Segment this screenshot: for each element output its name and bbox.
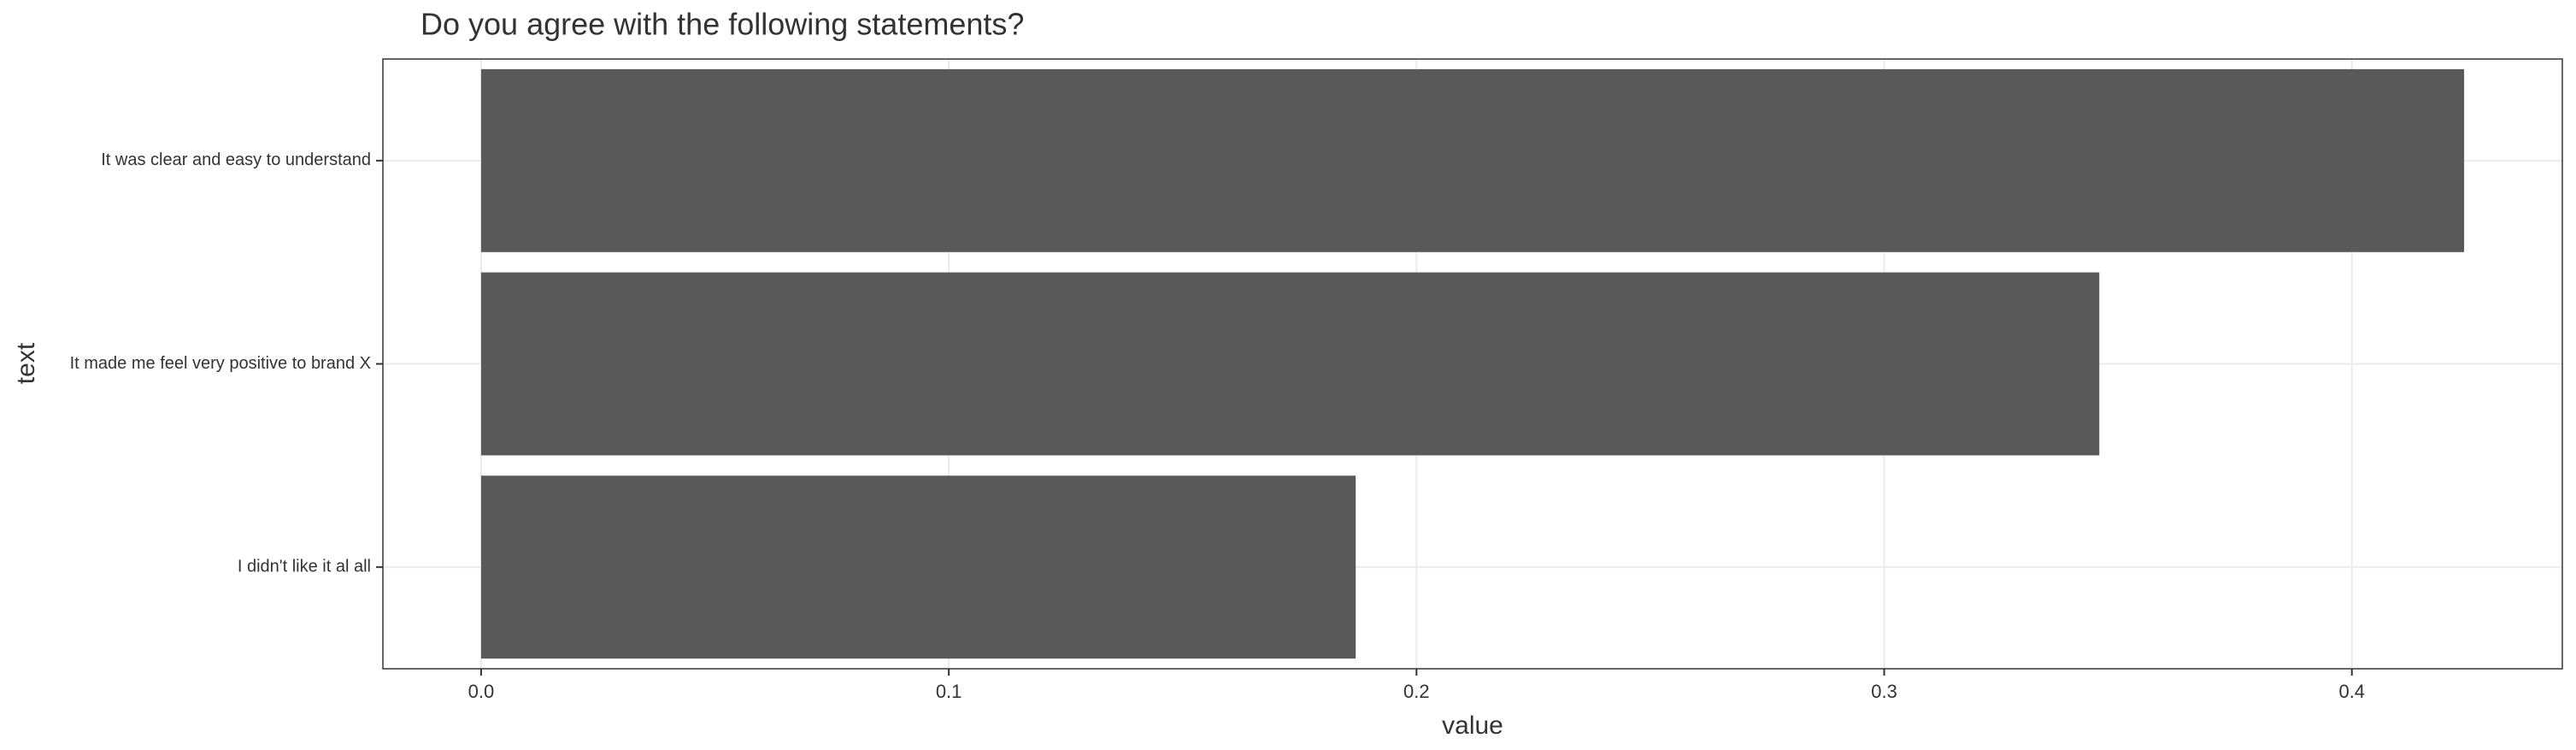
- bar: [480, 272, 2100, 456]
- bar: [480, 68, 2465, 252]
- chart-title: Do you agree with the following statemen…: [421, 7, 1024, 42]
- y-tick-label: It was clear and easy to understand: [101, 151, 371, 169]
- x-tick-label: 0.2: [1403, 681, 1430, 702]
- x-tick-label: 0.4: [2338, 681, 2365, 702]
- x-tick-label: 0.3: [1871, 681, 1897, 702]
- x-tick-label: 0.1: [936, 681, 962, 702]
- x-tick-label: 0.0: [468, 681, 495, 702]
- panel-border: [382, 58, 2563, 670]
- x-axis-title: value: [1442, 712, 1503, 740]
- bar: [480, 475, 1356, 659]
- y-tick-label: It made me feel very positive to brand X: [70, 354, 371, 373]
- y-axis-title: text: [12, 342, 40, 384]
- y-tick-label: I didn't like it al all: [238, 557, 371, 576]
